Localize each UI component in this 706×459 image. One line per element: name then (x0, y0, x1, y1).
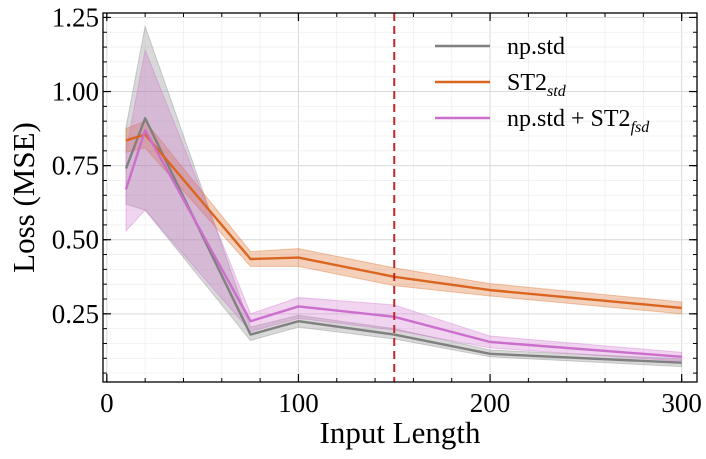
band-series-1 (125, 24, 683, 368)
y-tick-label: 0.25 (52, 299, 99, 329)
legend-label-3: np.std + ST2fsd (507, 106, 650, 136)
y-axis-title: Loss (MSE) (6, 122, 41, 273)
axis-ticks (103, 13, 697, 382)
confidence-bands (125, 24, 683, 368)
line-series-2 (125, 133, 682, 310)
tick-labels: 0 100 200 300 0.25 0.50 0.75 1.00 1.25 (52, 2, 702, 418)
legend-label-2: ST2std (507, 70, 567, 100)
x-tick-label: 300 (661, 388, 702, 418)
y-tick-label: 0.50 (52, 225, 99, 255)
legend-label-1: np.std (507, 34, 565, 60)
series-lines (124, 117, 682, 364)
line-series-3 (124, 128, 682, 359)
band-series-2 (125, 120, 683, 315)
line-series-1 (124, 117, 682, 364)
x-axis-title: Input Length (320, 415, 481, 450)
plot-frame (102, 12, 698, 383)
y-tick-label: 0.75 (52, 151, 99, 181)
band-series-3 (125, 48, 683, 362)
x-tick-label: 100 (278, 388, 319, 418)
grid (103, 13, 697, 382)
x-tick-label: 200 (470, 388, 511, 418)
y-tick-label: 1.25 (52, 2, 99, 32)
x-tick-label: 0 (100, 388, 114, 418)
y-tick-label: 1.00 (52, 77, 99, 107)
legend: np.std ST2std np.std + ST2fsd (435, 34, 650, 136)
